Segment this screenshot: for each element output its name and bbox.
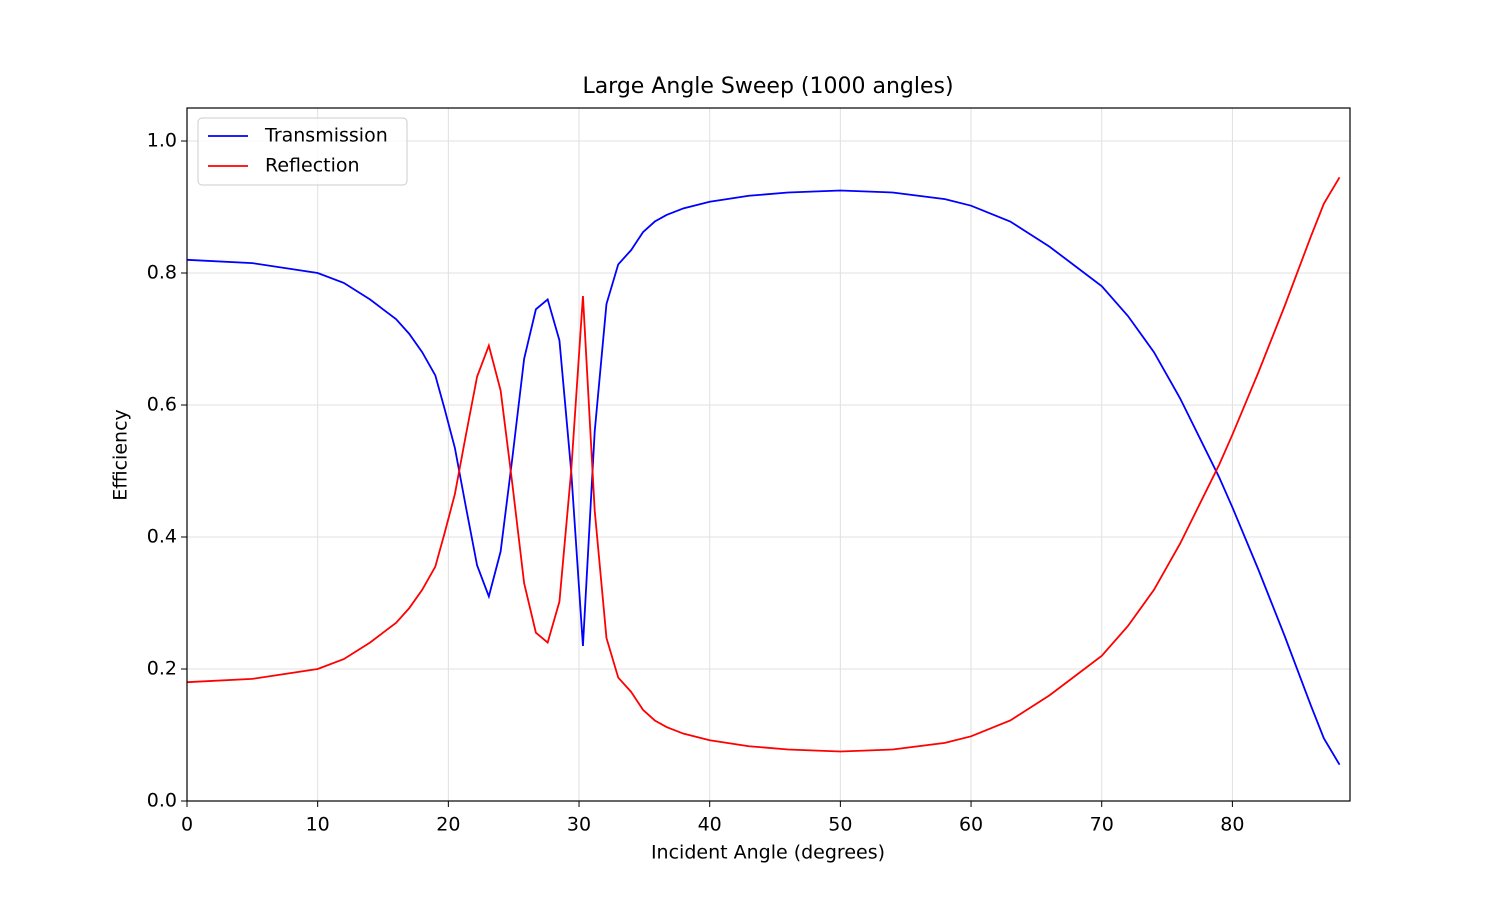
x-tick-label: 50	[828, 814, 852, 836]
x-axis-label: Incident Angle (degrees)	[651, 842, 885, 864]
y-tick-label: 0.8	[147, 262, 177, 284]
data-line	[186, 189, 1341, 766]
data-line	[186, 176, 1341, 753]
x-tick-label: 20	[436, 814, 460, 836]
x-tick-label: 60	[959, 814, 983, 836]
x-tick-label: 70	[1090, 814, 1114, 836]
x-tick-label: 10	[306, 814, 330, 836]
legend-label: Reflection	[265, 155, 360, 177]
chart-title: Large Angle Sweep (1000 angles)	[582, 74, 953, 99]
plot-frame	[186, 107, 1351, 802]
legend-label: Transmission	[264, 125, 388, 147]
y-tick-label: 0.0	[147, 790, 177, 812]
x-tick-label: 30	[567, 814, 591, 836]
x-tick-label: 40	[698, 814, 722, 836]
y-axis-label: Efficiency	[110, 409, 132, 501]
y-tick-label: 0.6	[147, 394, 177, 416]
x-tick-label: 0	[181, 814, 193, 836]
x-tick-label: 80	[1220, 814, 1244, 836]
y-tick-label: 0.4	[147, 526, 177, 548]
y-tick-label: 0.2	[147, 658, 177, 680]
y-tick-label: 1.0	[147, 130, 177, 152]
legend-box	[197, 117, 408, 186]
